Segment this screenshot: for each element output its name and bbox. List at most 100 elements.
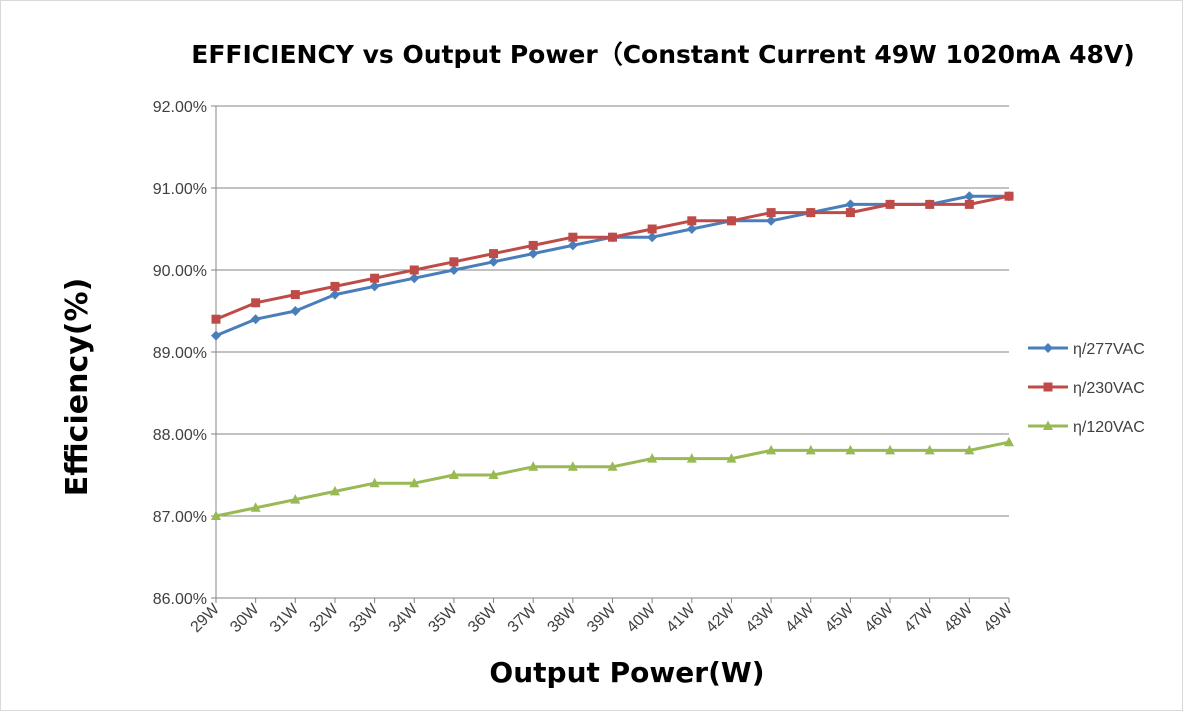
y-axis-label: Efficiency(%) [60, 278, 95, 497]
data-point [330, 281, 340, 291]
data-point [409, 265, 419, 275]
data-point [686, 453, 697, 463]
x-tick-label: 45W [822, 600, 858, 636]
data-point [211, 510, 221, 520]
x-tick-label: 33W [346, 600, 382, 636]
x-tick-label: 32W [306, 600, 342, 636]
data-point [806, 208, 816, 218]
x-tick-label: 38W [544, 600, 580, 636]
data-point [329, 289, 340, 300]
data-point [885, 444, 896, 455]
x-tick-label: 40W [624, 600, 660, 636]
data-point [448, 265, 459, 275]
legend-entry-3: η/120VAC [1028, 419, 1145, 436]
legend-label: η/120VAC [1073, 419, 1145, 436]
data-point [647, 453, 658, 463]
legend-entry-2: η/230VAC [1028, 380, 1145, 397]
y-tick-label: 86.00% [153, 591, 207, 608]
data-point [567, 240, 578, 251]
data-point [290, 306, 301, 316]
data-point [369, 477, 380, 488]
data-point [528, 240, 538, 250]
gridlines [216, 105, 1009, 517]
x-tick-label: 48W [941, 600, 977, 636]
legend-marker [1043, 382, 1053, 392]
x-tick-label: 47W [901, 600, 937, 636]
y-tick-label: 87.00% [153, 509, 207, 526]
x-tick-label: 36W [465, 600, 501, 636]
y-tick-label: 90.00% [153, 263, 207, 280]
data-point [409, 477, 420, 488]
data-point [845, 444, 856, 455]
x-tick-label: 44W [782, 600, 818, 636]
axes [211, 105, 1010, 603]
x-tick-label: 30W [227, 600, 263, 636]
x-tick-label: 41W [663, 600, 699, 636]
data-point [290, 290, 300, 300]
data-point [329, 485, 340, 496]
x-axis-ticks: 29W 30W 31W 32W 33W 34W 35W 36W 37W 38W 39W 40W 41W 4… [188, 600, 1017, 636]
data-point [686, 224, 697, 234]
x-tick-label: 31W [267, 600, 303, 636]
data-point [250, 502, 261, 512]
data-point [766, 444, 777, 455]
y-tick-label: 92.00% [153, 99, 207, 116]
data-point [528, 248, 539, 259]
series-line [215, 194, 1010, 321]
data-point [1004, 436, 1014, 447]
data-point [369, 281, 380, 292]
data-point [251, 298, 261, 308]
data-point [964, 191, 975, 202]
y-axis-ticks: 86.00% 87.00% 88.00% 89.00% 90.00% 91.00% 92.0… [153, 99, 207, 608]
data-point [964, 444, 975, 455]
data-point [568, 232, 578, 242]
data-point [726, 453, 737, 463]
x-tick-label: 34W [386, 600, 422, 636]
data-point [250, 314, 261, 325]
data-point [964, 199, 974, 209]
x-tick-label: 39W [584, 600, 620, 636]
data-point [607, 461, 618, 471]
data-point [567, 461, 578, 471]
x-tick-label: 43W [743, 600, 779, 636]
x-tick-label: 35W [425, 600, 461, 636]
data-point [766, 208, 776, 218]
y-tick-label: 88.00% [153, 427, 207, 444]
x-tick-label: 49W [981, 600, 1017, 636]
data-point [488, 256, 499, 267]
data-point [409, 273, 420, 284]
data-point [766, 215, 777, 226]
x-tick-label: 37W [505, 600, 541, 636]
data-point [448, 469, 459, 479]
legend-label: η/230VAC [1073, 380, 1145, 397]
data-point [449, 257, 459, 267]
data-point [805, 444, 816, 455]
data-point [211, 314, 221, 324]
data-point [211, 330, 221, 341]
series-2 [211, 191, 1014, 324]
series-3 [211, 436, 1014, 520]
legend-marker [1043, 343, 1053, 353]
data-point [1004, 191, 1014, 201]
x-tick-label: 46W [862, 600, 898, 636]
data-point [924, 444, 935, 455]
data-point [726, 216, 736, 226]
data-point [608, 232, 617, 242]
data-point [687, 216, 697, 226]
series-layer [211, 191, 1014, 520]
data-point [885, 199, 895, 209]
legend-entry-1: η/277VAC [1028, 341, 1145, 358]
data-point [647, 232, 658, 243]
series-1 [211, 191, 1014, 341]
x-tick-label: 42W [703, 600, 739, 636]
data-point [488, 469, 499, 479]
data-point [925, 199, 935, 209]
x-axis-label: Output Power(W) [489, 656, 764, 689]
data-point [370, 273, 380, 283]
legend: η/277VAC η/230VAC η/120VAC [1028, 341, 1145, 436]
data-point [489, 249, 499, 259]
legend-label: η/277VAC [1073, 341, 1145, 358]
data-point [845, 199, 856, 210]
